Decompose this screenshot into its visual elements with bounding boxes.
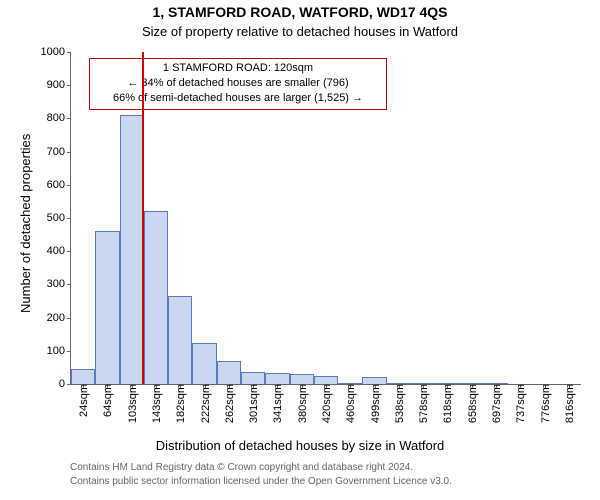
x-tick-label: 578sqm [416, 384, 430, 423]
chart-subtitle: Size of property relative to detached ho… [0, 24, 600, 39]
y-tick-mark [67, 284, 71, 285]
y-tick-mark [67, 185, 71, 186]
property-marker-line [142, 52, 144, 384]
histogram-bar [241, 372, 265, 384]
histogram-bar [217, 361, 241, 384]
y-tick-mark [67, 118, 71, 119]
y-tick-mark [67, 351, 71, 352]
histogram-bar [192, 343, 216, 385]
histogram-bar [95, 231, 119, 384]
histogram-bar [290, 374, 314, 384]
y-axis-label: Number of detached properties [18, 134, 33, 313]
y-tick-mark [67, 318, 71, 319]
histogram-bar [314, 376, 338, 384]
x-tick-label: 538sqm [392, 384, 406, 423]
x-axis-label: Distribution of detached houses by size … [0, 438, 600, 453]
copyright-line-2: Contains public sector information licen… [70, 476, 452, 487]
annotation-box: 1 STAMFORD ROAD: 120sqm ← 34% of detache… [89, 58, 387, 110]
x-tick-label: 737sqm [513, 384, 527, 423]
chart-container: 1, STAMFORD ROAD, WATFORD, WD17 4QS Size… [0, 0, 600, 500]
x-tick-label: 380sqm [295, 384, 309, 423]
y-tick-mark [67, 52, 71, 53]
x-tick-label: 341sqm [270, 384, 284, 423]
histogram-bar [265, 373, 289, 384]
y-tick-mark [67, 384, 71, 385]
plot-area: 1 STAMFORD ROAD: 120sqm ← 34% of detache… [70, 52, 581, 385]
x-tick-label: 143sqm [149, 384, 163, 423]
y-tick-mark [67, 218, 71, 219]
histogram-bar [71, 369, 95, 384]
annotation-line-2: ← 34% of detached houses are smaller (79… [94, 76, 382, 91]
x-tick-label: 103sqm [125, 384, 139, 423]
x-tick-label: 301sqm [246, 384, 260, 423]
x-tick-label: 64sqm [100, 384, 114, 417]
y-tick-mark [67, 85, 71, 86]
x-tick-label: 776sqm [538, 384, 552, 423]
histogram-bar [120, 115, 144, 384]
x-tick-label: 222sqm [198, 384, 212, 423]
copyright-line-1: Contains HM Land Registry data © Crown c… [70, 462, 413, 473]
x-tick-label: 658sqm [465, 384, 479, 423]
y-tick-mark [67, 152, 71, 153]
x-tick-label: 420sqm [319, 384, 333, 423]
annotation-line-1: 1 STAMFORD ROAD: 120sqm [94, 61, 382, 76]
x-tick-label: 499sqm [368, 384, 382, 423]
y-tick-mark [67, 251, 71, 252]
x-tick-label: 262sqm [222, 384, 236, 423]
x-tick-label: 24sqm [76, 384, 90, 417]
histogram-bar [362, 377, 386, 384]
x-tick-label: 460sqm [343, 384, 357, 423]
histogram-bar [168, 296, 192, 384]
annotation-line-3: 66% of semi-detached houses are larger (… [94, 91, 382, 106]
x-tick-label: 182sqm [173, 384, 187, 423]
chart-title: 1, STAMFORD ROAD, WATFORD, WD17 4QS [0, 4, 600, 20]
histogram-bar [144, 211, 168, 384]
x-tick-label: 697sqm [489, 384, 503, 423]
x-tick-label: 618sqm [440, 384, 454, 423]
x-tick-label: 816sqm [562, 384, 576, 423]
